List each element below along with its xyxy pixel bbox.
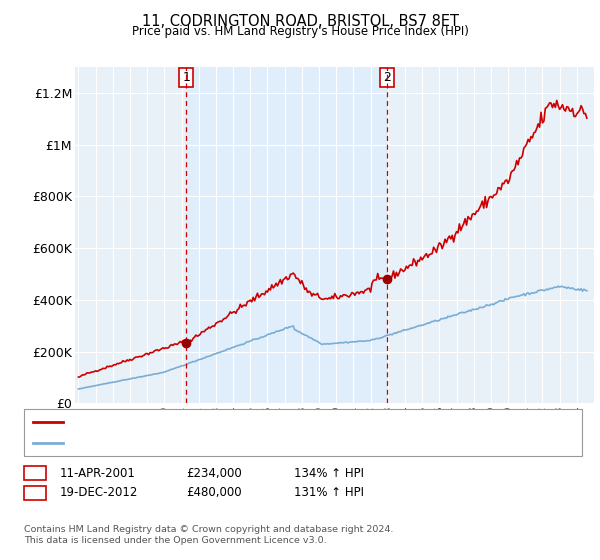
Text: 2: 2 — [383, 71, 391, 84]
Text: £234,000: £234,000 — [186, 466, 242, 480]
Text: 1: 1 — [31, 466, 39, 480]
Text: 2: 2 — [31, 486, 39, 500]
Text: 19-DEC-2012: 19-DEC-2012 — [60, 486, 139, 500]
Text: 1: 1 — [182, 71, 190, 84]
Text: Price paid vs. HM Land Registry's House Price Index (HPI): Price paid vs. HM Land Registry's House … — [131, 25, 469, 38]
Text: Contains HM Land Registry data © Crown copyright and database right 2024.
This d: Contains HM Land Registry data © Crown c… — [24, 525, 394, 545]
Text: HPI: Average price, semi-detached house, City of Bristol: HPI: Average price, semi-detached house,… — [69, 438, 375, 448]
Text: 11, CODRINGTON ROAD, BRISTOL, BS7 8ET: 11, CODRINGTON ROAD, BRISTOL, BS7 8ET — [142, 14, 458, 29]
Text: 11, CODRINGTON ROAD, BRISTOL, BS7 8ET (semi-detached house): 11, CODRINGTON ROAD, BRISTOL, BS7 8ET (s… — [69, 417, 435, 427]
Text: 11-APR-2001: 11-APR-2001 — [60, 466, 136, 480]
Text: 134% ↑ HPI: 134% ↑ HPI — [294, 466, 364, 480]
Text: 131% ↑ HPI: 131% ↑ HPI — [294, 486, 364, 500]
Bar — [187, 67, 387, 403]
Text: £480,000: £480,000 — [186, 486, 242, 500]
